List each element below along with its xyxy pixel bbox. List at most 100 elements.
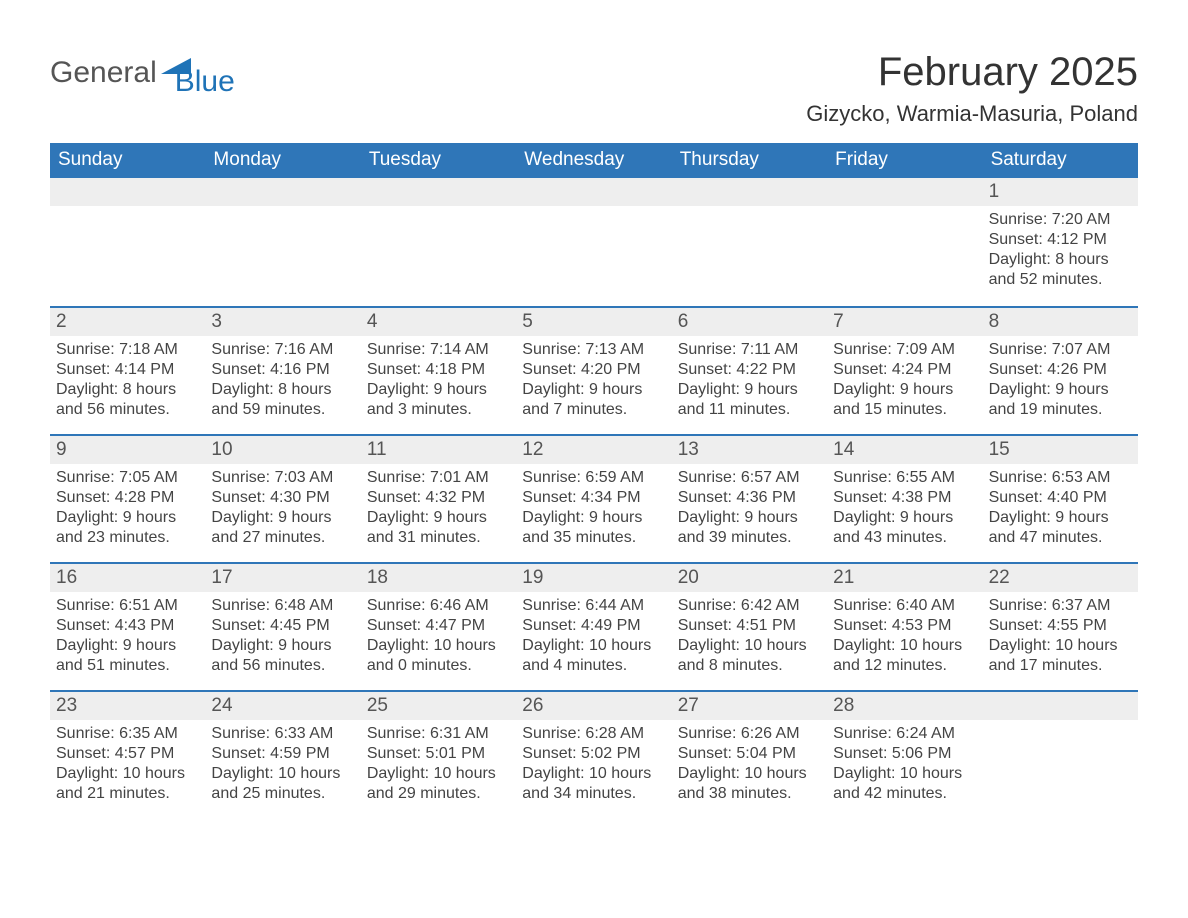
sunrise-text: Sunrise: 6:51 AM <box>56 596 199 616</box>
sunrise-text: Sunrise: 7:16 AM <box>211 340 354 360</box>
day-details: Sunrise: 6:31 AMSunset: 5:01 PMDaylight:… <box>361 720 516 806</box>
calendar-day: 20Sunrise: 6:42 AMSunset: 4:51 PMDayligh… <box>672 564 827 680</box>
daylight-line2: and 21 minutes. <box>56 784 199 804</box>
daylight-line2: and 31 minutes. <box>367 528 510 548</box>
day-details: Sunrise: 7:05 AMSunset: 4:28 PMDaylight:… <box>50 464 205 550</box>
sunset-text: Sunset: 4:28 PM <box>56 488 199 508</box>
calendar-day: 25Sunrise: 6:31 AMSunset: 5:01 PMDayligh… <box>361 692 516 808</box>
day-details: Sunrise: 6:33 AMSunset: 4:59 PMDaylight:… <box>205 720 360 806</box>
day-details: Sunrise: 6:40 AMSunset: 4:53 PMDaylight:… <box>827 592 982 678</box>
weekday-monday: Monday <box>205 143 360 178</box>
daylight-line1: Daylight: 9 hours <box>522 508 665 528</box>
weekday-wednesday: Wednesday <box>516 143 671 178</box>
sunrise-text: Sunrise: 6:35 AM <box>56 724 199 744</box>
day-number: 4 <box>361 308 516 336</box>
day-number: 28 <box>827 692 982 720</box>
calendar-week: 1Sunrise: 7:20 AMSunset: 4:12 PMDaylight… <box>50 178 1138 306</box>
calendar-day: 4Sunrise: 7:14 AMSunset: 4:18 PMDaylight… <box>361 308 516 424</box>
day-details: Sunrise: 7:01 AMSunset: 4:32 PMDaylight:… <box>361 464 516 550</box>
calendar-day: 13Sunrise: 6:57 AMSunset: 4:36 PMDayligh… <box>672 436 827 552</box>
daylight-line1: Daylight: 10 hours <box>678 636 821 656</box>
calendar-day: 28Sunrise: 6:24 AMSunset: 5:06 PMDayligh… <box>827 692 982 808</box>
sunset-text: Sunset: 4:45 PM <box>211 616 354 636</box>
sunrise-text: Sunrise: 7:01 AM <box>367 468 510 488</box>
daylight-line1: Daylight: 8 hours <box>211 380 354 400</box>
day-details: Sunrise: 6:55 AMSunset: 4:38 PMDaylight:… <box>827 464 982 550</box>
daylight-line2: and 42 minutes. <box>833 784 976 804</box>
daylight-line1: Daylight: 9 hours <box>833 508 976 528</box>
daylight-line2: and 25 minutes. <box>211 784 354 804</box>
sunset-text: Sunset: 4:16 PM <box>211 360 354 380</box>
calendar-day: 14Sunrise: 6:55 AMSunset: 4:38 PMDayligh… <box>827 436 982 552</box>
title-block: February 2025 Gizycko, Warmia-Masuria, P… <box>806 50 1138 137</box>
weekday-tuesday: Tuesday <box>361 143 516 178</box>
calendar-day: 8Sunrise: 7:07 AMSunset: 4:26 PMDaylight… <box>983 308 1138 424</box>
day-number <box>827 178 982 206</box>
daylight-line2: and 34 minutes. <box>522 784 665 804</box>
day-number: 5 <box>516 308 671 336</box>
day-number: 11 <box>361 436 516 464</box>
sunrise-text: Sunrise: 7:11 AM <box>678 340 821 360</box>
weekday-sunday: Sunday <box>50 143 205 178</box>
day-number: 18 <box>361 564 516 592</box>
day-details: Sunrise: 7:13 AMSunset: 4:20 PMDaylight:… <box>516 336 671 422</box>
day-details: Sunrise: 6:57 AMSunset: 4:36 PMDaylight:… <box>672 464 827 550</box>
daylight-line2: and 0 minutes. <box>367 656 510 676</box>
day-number: 15 <box>983 436 1138 464</box>
day-details: Sunrise: 6:35 AMSunset: 4:57 PMDaylight:… <box>50 720 205 806</box>
calendar-day-empty <box>516 178 671 296</box>
day-details: Sunrise: 6:53 AMSunset: 4:40 PMDaylight:… <box>983 464 1138 550</box>
weekday-thursday: Thursday <box>672 143 827 178</box>
day-details: Sunrise: 6:37 AMSunset: 4:55 PMDaylight:… <box>983 592 1138 678</box>
sunset-text: Sunset: 4:20 PM <box>522 360 665 380</box>
sunset-text: Sunset: 4:18 PM <box>367 360 510 380</box>
weekday-header-row: Sunday Monday Tuesday Wednesday Thursday… <box>50 143 1138 178</box>
day-number <box>50 178 205 206</box>
sunset-text: Sunset: 4:12 PM <box>989 230 1132 250</box>
day-details: Sunrise: 6:44 AMSunset: 4:49 PMDaylight:… <box>516 592 671 678</box>
sunrise-text: Sunrise: 6:53 AM <box>989 468 1132 488</box>
sunrise-text: Sunrise: 6:33 AM <box>211 724 354 744</box>
calendar-day: 15Sunrise: 6:53 AMSunset: 4:40 PMDayligh… <box>983 436 1138 552</box>
sunset-text: Sunset: 4:40 PM <box>989 488 1132 508</box>
calendar-week: 9Sunrise: 7:05 AMSunset: 4:28 PMDaylight… <box>50 434 1138 562</box>
daylight-line2: and 52 minutes. <box>989 270 1132 290</box>
sunset-text: Sunset: 5:02 PM <box>522 744 665 764</box>
day-number <box>361 178 516 206</box>
sunrise-text: Sunrise: 7:05 AM <box>56 468 199 488</box>
daylight-line1: Daylight: 9 hours <box>522 380 665 400</box>
calendar-page: General Blue February 2025 Gizycko, Warm… <box>0 0 1188 858</box>
daylight-line1: Daylight: 10 hours <box>989 636 1132 656</box>
sunrise-text: Sunrise: 6:55 AM <box>833 468 976 488</box>
sunrise-text: Sunrise: 6:37 AM <box>989 596 1132 616</box>
month-title: February 2025 <box>806 50 1138 95</box>
daylight-line2: and 39 minutes. <box>678 528 821 548</box>
calendar-day: 10Sunrise: 7:03 AMSunset: 4:30 PMDayligh… <box>205 436 360 552</box>
calendar-day-empty <box>672 178 827 296</box>
calendar-day: 21Sunrise: 6:40 AMSunset: 4:53 PMDayligh… <box>827 564 982 680</box>
sunset-text: Sunset: 4:30 PM <box>211 488 354 508</box>
calendar-day-empty <box>50 178 205 296</box>
sunrise-text: Sunrise: 6:40 AM <box>833 596 976 616</box>
calendar-day: 6Sunrise: 7:11 AMSunset: 4:22 PMDaylight… <box>672 308 827 424</box>
day-details: Sunrise: 6:51 AMSunset: 4:43 PMDaylight:… <box>50 592 205 678</box>
daylight-line2: and 23 minutes. <box>56 528 199 548</box>
calendar-day: 18Sunrise: 6:46 AMSunset: 4:47 PMDayligh… <box>361 564 516 680</box>
calendar-day: 2Sunrise: 7:18 AMSunset: 4:14 PMDaylight… <box>50 308 205 424</box>
day-number: 13 <box>672 436 827 464</box>
day-number <box>983 692 1138 720</box>
daylight-line1: Daylight: 10 hours <box>522 764 665 784</box>
sunrise-text: Sunrise: 7:18 AM <box>56 340 199 360</box>
sunrise-text: Sunrise: 6:26 AM <box>678 724 821 744</box>
calendar-day-empty <box>361 178 516 296</box>
daylight-line2: and 15 minutes. <box>833 400 976 420</box>
sunrise-text: Sunrise: 6:24 AM <box>833 724 976 744</box>
day-number: 3 <box>205 308 360 336</box>
day-number: 19 <box>516 564 671 592</box>
daylight-line2: and 56 minutes. <box>56 400 199 420</box>
day-number: 9 <box>50 436 205 464</box>
daylight-line1: Daylight: 9 hours <box>56 508 199 528</box>
daylight-line2: and 4 minutes. <box>522 656 665 676</box>
daylight-line2: and 51 minutes. <box>56 656 199 676</box>
calendar-day: 24Sunrise: 6:33 AMSunset: 4:59 PMDayligh… <box>205 692 360 808</box>
